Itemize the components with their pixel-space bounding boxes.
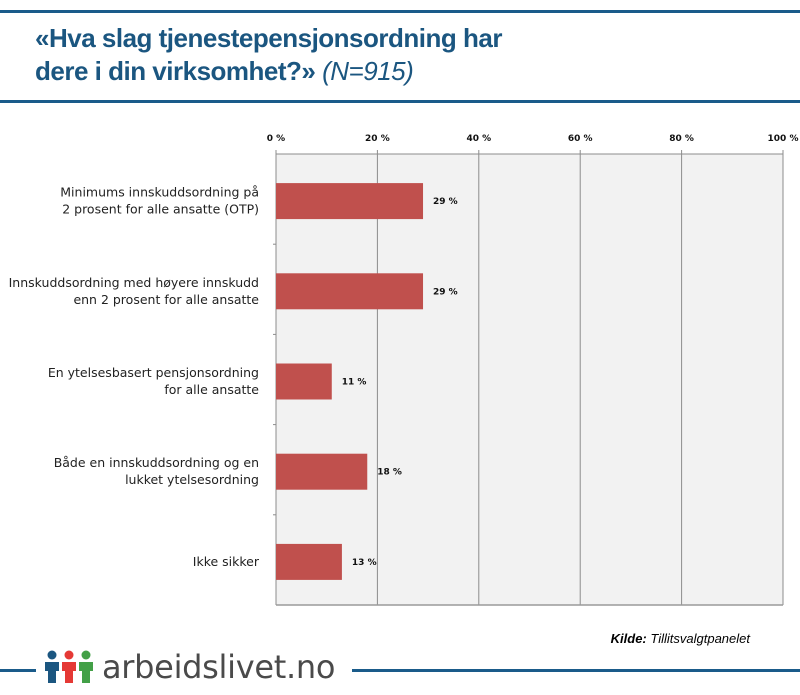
people-icon [45, 650, 93, 683]
data-label: 29 % [433, 287, 458, 297]
x-tick-label: 0 % [267, 134, 285, 144]
data-label: 29 % [433, 197, 458, 207]
category-label: Minimums innskuddsordning på [60, 185, 259, 200]
category-label: En ytelsesbasert pensjonsordning [48, 365, 259, 380]
logo: arbeidslivet.no [44, 648, 335, 686]
category-label: enn 2 prosent for alle ansatte [73, 292, 259, 307]
category-label: 2 prosent for alle ansatte (OTP) [62, 202, 259, 217]
title-line-1: «Hva slag tjenestepensjonsordning har [35, 23, 502, 53]
bar [276, 453, 368, 490]
bar [276, 543, 342, 580]
bar [276, 273, 424, 310]
title-question-end: dere i din virksomhet?» [35, 56, 316, 86]
x-tick-label: 80 % [669, 134, 694, 144]
category-label: Ikke sikker [193, 554, 260, 569]
data-label: 13 % [352, 558, 377, 568]
header-top-rule [0, 10, 800, 13]
source-label: Kilde: [610, 631, 647, 646]
footer-rule-left [0, 669, 36, 672]
person-body [62, 662, 76, 683]
x-tick-label: 60 % [568, 134, 593, 144]
data-label: 11 % [342, 378, 367, 388]
bar [276, 363, 332, 400]
category-label: Innskuddsordning med høyere innskudd [9, 275, 259, 290]
person-head [47, 650, 57, 660]
title-line-2: dere i din virksomhet?» (N=915) [35, 55, 502, 88]
person-head [64, 650, 74, 660]
source-value: Tillitsvalgtpanelet [650, 631, 750, 646]
header-bottom-rule [0, 100, 800, 103]
person-body [45, 662, 59, 683]
source-note: Kilde: Tillitsvalgtpanelet [611, 631, 750, 646]
x-tick-label: 40 % [466, 134, 491, 144]
person-head [81, 650, 91, 660]
data-label: 18 % [377, 468, 402, 478]
x-tick-label: 20 % [365, 134, 390, 144]
x-tick-label: 100 % [768, 134, 799, 144]
category-label: Både en innskuddsordning og en [54, 455, 259, 470]
person-body [79, 662, 93, 683]
footer-rule-right [352, 669, 800, 672]
category-label: for alle ansatte [164, 382, 259, 397]
category-label: lukket ytelsesordning [125, 472, 259, 487]
chart-title: «Hva slag tjenestepensjonsordning har de… [35, 22, 502, 88]
logo-text: arbeidslivet.no [102, 648, 336, 686]
bar [276, 183, 424, 220]
sample-size: (N=915) [322, 56, 414, 86]
plot-area [276, 154, 783, 605]
